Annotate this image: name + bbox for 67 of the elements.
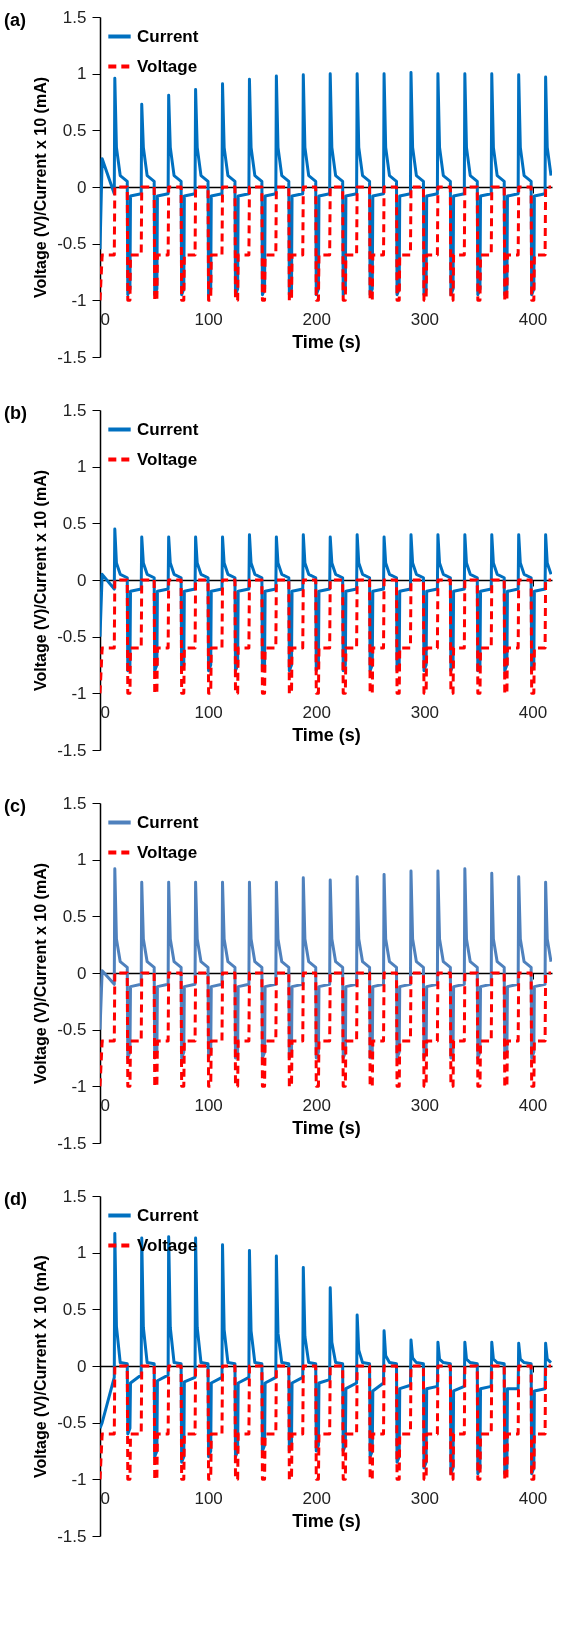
x-tick-label: 0: [100, 702, 110, 722]
y-tick-label: 1: [77, 850, 87, 870]
x-tick-label: 400: [518, 1488, 548, 1508]
y-tick-label: -0.5: [57, 1020, 87, 1040]
y-tick-label: 0: [77, 177, 87, 197]
y-tick-label: 1.5: [62, 1186, 87, 1206]
x-tick-label: 200: [302, 702, 331, 722]
y-tick-label: 0: [77, 570, 87, 590]
y-tick-label: 1.5: [62, 793, 87, 813]
x-tick-label: 200: [302, 309, 331, 329]
y-tick-label: -1: [71, 290, 87, 310]
y-tick-label: -1: [71, 1076, 87, 1096]
x-tick-label: 100: [194, 1488, 223, 1508]
x-tick-label: 300: [410, 309, 440, 329]
x-tick-label: 0: [100, 1488, 110, 1508]
x-tick-label: 300: [410, 702, 440, 722]
x-tick-label: 400: [518, 702, 548, 722]
y-tick-label: -1: [71, 683, 87, 703]
legend-label: Current: [137, 812, 199, 832]
y-axis-title: Voltage (V)/Current x 10 (mA): [32, 862, 50, 1085]
legend-label: Voltage: [137, 449, 198, 469]
chart-title: (c): [4, 796, 26, 816]
y-tick-label: -1.5: [57, 347, 87, 367]
chart-title: (d): [4, 1189, 27, 1209]
y-tick-label: 0.5: [62, 1299, 87, 1319]
y-tick-label: -0.5: [57, 627, 87, 647]
y-tick-label: 1: [77, 64, 87, 84]
y-tick-label: 0: [77, 1356, 87, 1376]
x-axis-title: Time (s): [292, 724, 361, 745]
x-tick-label: 400: [518, 309, 548, 329]
x-tick-label: 300: [410, 1095, 440, 1115]
y-tick-label: 1.5: [62, 400, 87, 420]
legend-label: Current: [137, 26, 199, 46]
y-tick-label: 0.5: [62, 120, 87, 140]
y-tick-label: 1: [77, 1243, 87, 1263]
y-tick-label: 0.5: [62, 906, 87, 926]
y-tick-label: 0.5: [62, 513, 87, 533]
y-tick-label: -0.5: [57, 1413, 87, 1433]
x-axis-title: Time (s): [292, 1117, 361, 1138]
y-tick-label: -0.5: [57, 234, 87, 254]
x-tick-label: 100: [194, 309, 223, 329]
legend-label: Voltage: [137, 842, 198, 862]
x-tick-label: 100: [194, 702, 223, 722]
y-tick-label: 0: [77, 963, 87, 983]
x-axis-title: Time (s): [292, 1510, 361, 1531]
x-tick-label: 100: [194, 1095, 223, 1115]
y-tick-label: 1.5: [62, 7, 87, 27]
x-tick-label: 300: [410, 1488, 440, 1508]
y-axis-title: Voltage (V)/Current x 10 (mA): [32, 76, 50, 299]
x-axis-title: Time (s): [292, 331, 361, 352]
chart-title: (a): [4, 10, 26, 30]
x-tick-label: 200: [302, 1095, 331, 1115]
y-axis-title: Voltage (V)/Current X 10 (mA): [32, 1255, 50, 1478]
x-tick-label: 200: [302, 1488, 331, 1508]
x-tick-label: 0: [100, 309, 110, 329]
y-tick-label: -1.5: [57, 740, 87, 760]
y-tick-label: 1: [77, 457, 87, 477]
legend-label: Current: [137, 1205, 199, 1225]
chart-title: (b): [4, 403, 27, 423]
y-tick-label: -1: [71, 1469, 87, 1489]
x-tick-label: 0: [100, 1095, 110, 1115]
y-tick-label: -1.5: [57, 1133, 87, 1153]
x-tick-label: 400: [518, 1095, 548, 1115]
legend-label: Current: [137, 419, 199, 439]
legend-label: Voltage: [137, 56, 198, 76]
y-tick-label: -1.5: [57, 1526, 87, 1546]
y-axis-title: Voltage (V)/Current x 10 (mA): [32, 469, 50, 692]
